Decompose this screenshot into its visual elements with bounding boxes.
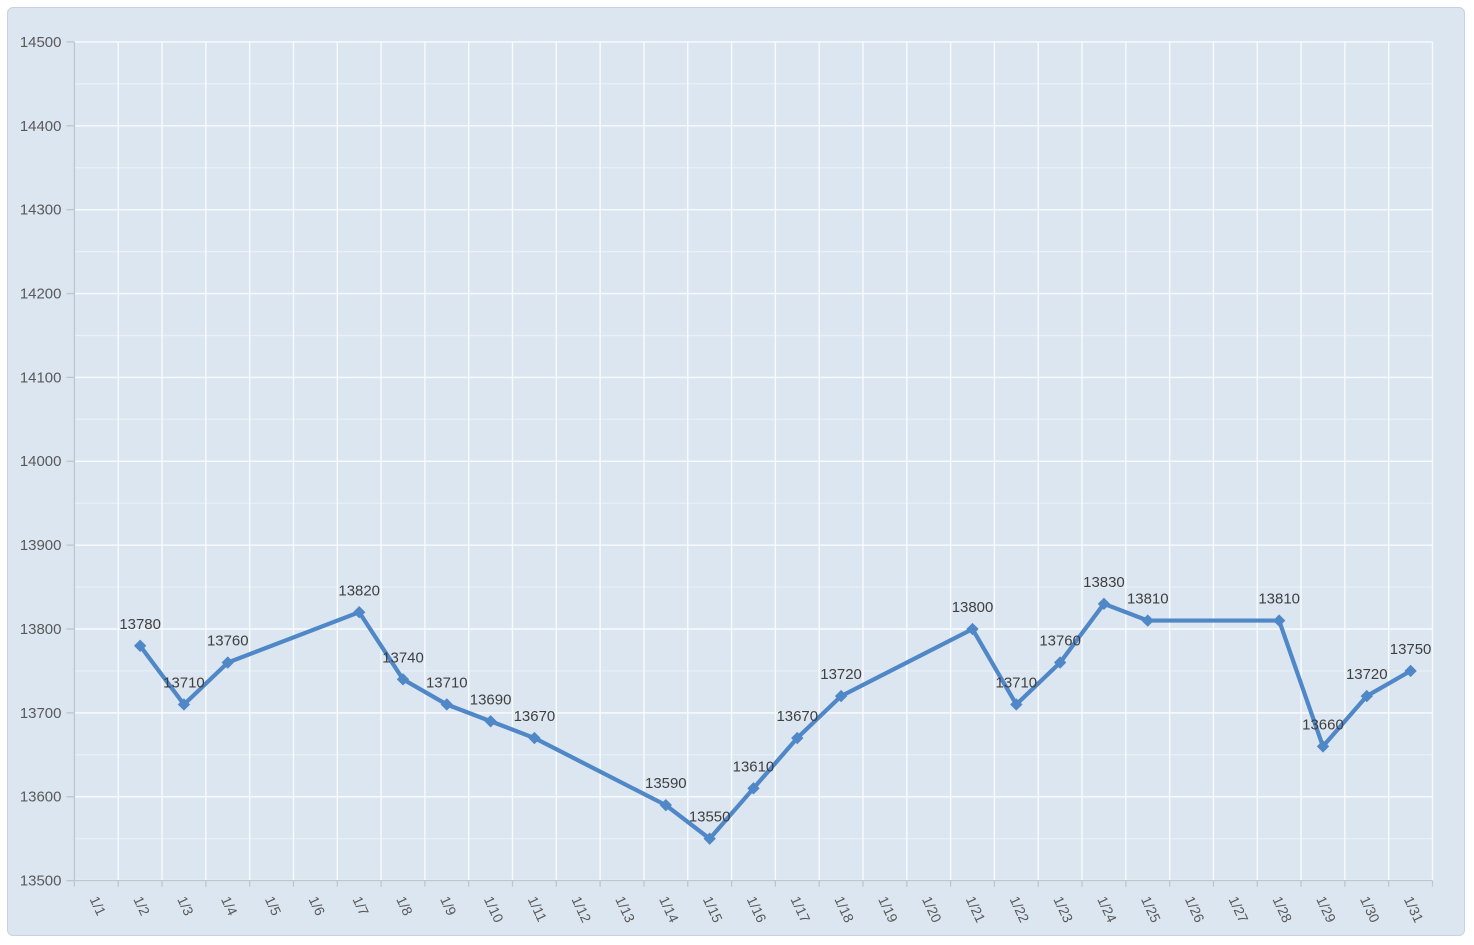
data-label: 13820 [338, 582, 380, 599]
data-point-marker [352, 606, 366, 619]
data-label: 13590 [645, 775, 687, 792]
y-axis-tick-label: 13900 [20, 537, 62, 554]
data-label: 13800 [952, 599, 994, 616]
y-axis-tick-label: 14000 [20, 453, 62, 470]
data-label: 13810 [1258, 591, 1300, 608]
x-axis-tick-label: 1/7 [349, 894, 372, 919]
x-axis-tick-label: 1/21 [963, 894, 989, 926]
x-axis-tick-label: 1/22 [1007, 894, 1033, 926]
data-point-marker [1053, 656, 1067, 669]
y-axis-tick-label: 13700 [20, 705, 62, 722]
data-point-marker [484, 715, 497, 728]
x-axis-tick-label: 1/31 [1401, 894, 1427, 926]
data-point-marker [1010, 698, 1023, 711]
x-axis-tick-label: 1/17 [788, 894, 814, 926]
x-axis-tick-label: 1/6 [306, 894, 329, 919]
y-axis-tick-label: 14400 [20, 118, 62, 135]
data-label: 13710 [996, 675, 1038, 692]
data-label: 13750 [1390, 641, 1432, 658]
x-axis-tick-label: 1/2 [130, 894, 153, 919]
x-axis-tick-label: 1/26 [1182, 894, 1208, 926]
y-axis-tick-label: 14200 [20, 286, 62, 303]
data-point-marker [1360, 689, 1373, 703]
data-point-marker [177, 698, 191, 711]
x-axis-tick-label: 1/19 [875, 894, 901, 926]
x-axis-tick-label: 1/25 [1138, 894, 1164, 926]
y-axis-tick-label: 14100 [20, 369, 62, 386]
data-point-marker [1272, 614, 1286, 627]
data-point-marker [703, 832, 716, 845]
data-label: 13780 [119, 616, 161, 633]
x-axis-tick-label: 1/16 [744, 894, 770, 926]
x-axis-tick-label: 1/18 [831, 894, 857, 926]
series-line [138, 601, 1413, 841]
data-point-marker [659, 798, 673, 812]
x-axis-tick-label: 1/24 [1094, 894, 1120, 926]
data-label: 13710 [163, 675, 205, 692]
data-label: 13610 [733, 758, 775, 775]
data-label: 13740 [382, 649, 424, 666]
x-axis-tick-label: 1/3 [174, 894, 197, 919]
data-point-marker [133, 639, 147, 652]
x-axis-tick-label: 1/20 [919, 894, 945, 926]
data-point-marker [440, 698, 453, 711]
x-axis-tick-label: 1/28 [1269, 894, 1295, 926]
data-label: 13670 [776, 708, 818, 725]
data-point-marker [966, 622, 979, 636]
y-axis-tick-label: 13600 [20, 789, 62, 806]
x-axis-tick-label: 1/1 [87, 894, 110, 919]
x-axis-tick-label: 1/9 [437, 894, 460, 919]
y-axis-tick-label: 13500 [20, 873, 62, 890]
y-axis-tick-label: 13800 [20, 621, 62, 638]
x-axis-tick-label: 1/5 [262, 894, 285, 919]
data-point-marker [1404, 664, 1417, 678]
data-label: 13550 [689, 809, 731, 826]
data-label: 13760 [1039, 633, 1081, 650]
data-label: 13660 [1302, 716, 1344, 733]
data-label: 13810 [1127, 591, 1169, 608]
line-chart-svg: 13500 13600 13700 13800 13900 14000 14100 14200… [20, 34, 1434, 926]
x-axis-tick-label: 1/13 [612, 894, 638, 926]
data-point-marker [1316, 740, 1330, 753]
x-axis-tick-label: 1/4 [218, 894, 241, 919]
x-axis-tick-label: 1/8 [393, 894, 416, 919]
data-label: 13720 [1346, 666, 1388, 683]
x-axis-tick-label: 1/14 [656, 894, 682, 926]
data-label: 13690 [470, 691, 512, 708]
data-label: 13720 [820, 666, 862, 683]
x-axis-tick-label: 1/15 [700, 894, 726, 926]
x-axis-tick-label: 1/11 [525, 894, 551, 925]
data-point-marker [1141, 614, 1154, 627]
x-axis-tick-label: 1/30 [1357, 894, 1383, 926]
data-label: 13670 [514, 708, 556, 725]
y-axis-tick-label: 14500 [20, 34, 62, 51]
data-label: 13760 [207, 633, 249, 650]
data-label: 13830 [1083, 574, 1125, 591]
chart-area: 13500 13600 13700 13800 13900 14000 14100 14200… [7, 7, 1465, 936]
x-axis-tick-label: 1/23 [1050, 894, 1076, 926]
data-point-marker [396, 673, 410, 686]
x-axis-tick-label: 1/29 [1313, 894, 1339, 926]
y-axis-tick-label: 14300 [20, 202, 62, 219]
x-axis-tick-label: 1/27 [1226, 894, 1252, 926]
x-axis-tick-label: 1/12 [569, 894, 595, 926]
x-axis-tick-label: 1/10 [481, 894, 507, 926]
data-label: 13710 [426, 675, 468, 692]
